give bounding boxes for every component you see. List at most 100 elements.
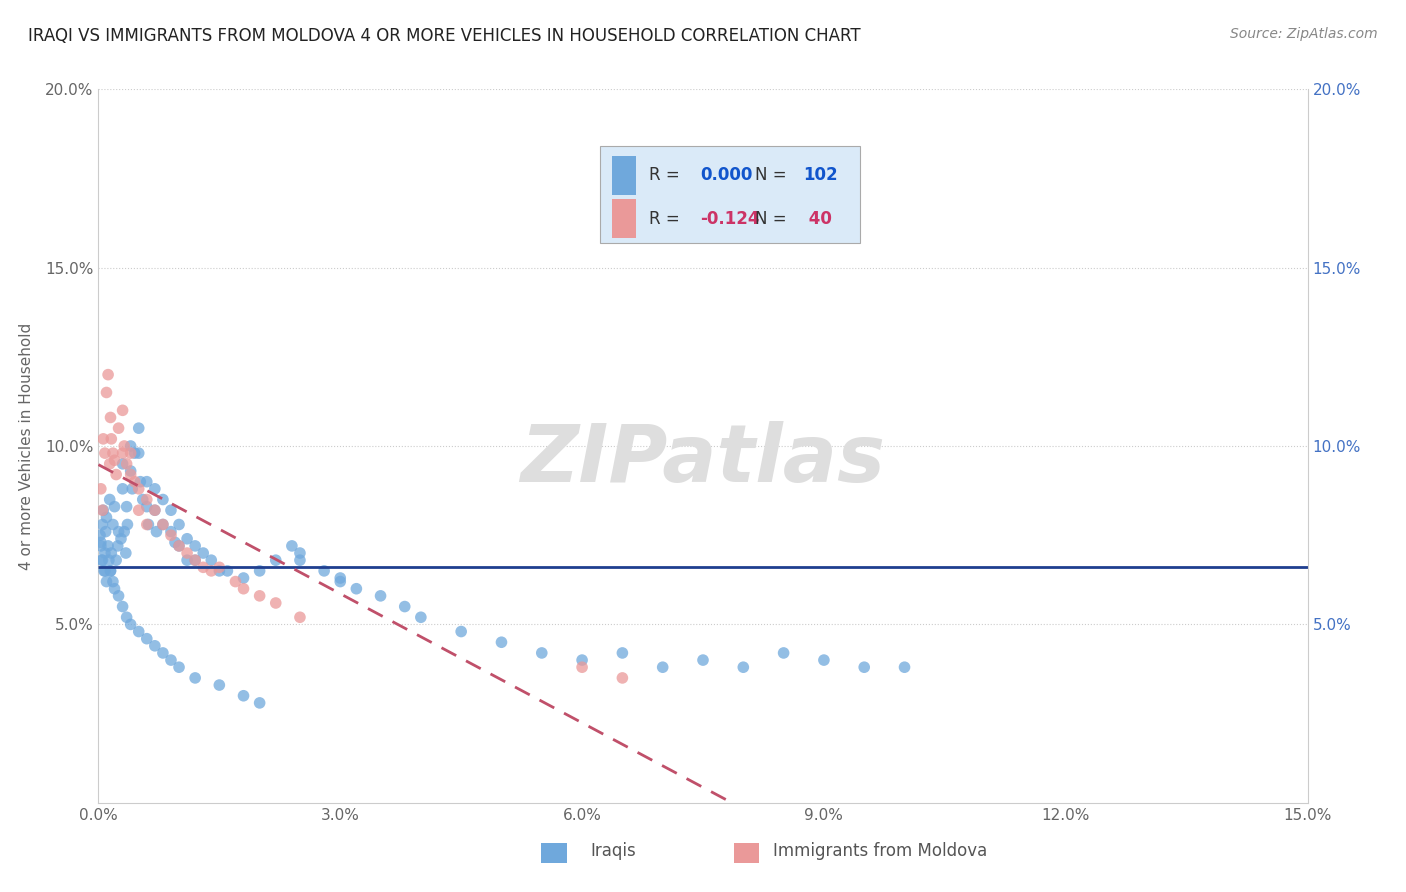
- Point: [98, 457, 121, 471]
- Point: [200, 553, 222, 567]
- Point: [288, 553, 311, 567]
- Text: Source: ZipAtlas.com: Source: ZipAtlas.com: [1230, 27, 1378, 41]
- Point: [167, 539, 190, 553]
- Text: IRAQI VS IMMIGRANTS FROM MOLDOVA 4 OR MORE VEHICLES IN HOUSEHOLD CORRELATION CHA: IRAQI VS IMMIGRANTS FROM MOLDOVA 4 OR MO…: [28, 27, 860, 45]
- Point: [264, 553, 287, 567]
- Point: [224, 574, 246, 589]
- Point: [120, 467, 142, 482]
- Point: [115, 500, 138, 514]
- Point: [249, 564, 271, 578]
- Point: [160, 653, 183, 667]
- Point: [97, 553, 120, 567]
- Point: [94, 564, 117, 578]
- Point: [329, 574, 352, 589]
- Point: [160, 528, 183, 542]
- Text: Immigrants from Moldova: Immigrants from Moldova: [773, 842, 987, 860]
- Point: [145, 524, 167, 539]
- Point: [114, 546, 136, 560]
- Point: [208, 564, 231, 578]
- Point: [208, 678, 231, 692]
- Point: [135, 632, 157, 646]
- Point: [152, 492, 174, 507]
- Point: [612, 671, 634, 685]
- Point: [100, 410, 122, 425]
- Point: [491, 635, 513, 649]
- Point: [176, 553, 198, 567]
- Text: Iraqis: Iraqis: [591, 842, 637, 860]
- Point: [111, 446, 134, 460]
- Point: [110, 532, 132, 546]
- Point: [217, 564, 239, 578]
- Point: [288, 610, 311, 624]
- Point: [288, 546, 311, 560]
- Point: [100, 564, 122, 578]
- Point: [100, 546, 122, 560]
- Point: [138, 517, 160, 532]
- Point: [91, 553, 114, 567]
- Point: [152, 646, 174, 660]
- Point: [135, 492, 157, 507]
- Point: [176, 532, 198, 546]
- Point: [232, 571, 254, 585]
- Point: [90, 535, 112, 549]
- Point: [98, 492, 121, 507]
- Point: [143, 503, 166, 517]
- Point: [96, 574, 118, 589]
- Point: [101, 517, 124, 532]
- Point: [264, 596, 287, 610]
- Point: [281, 539, 304, 553]
- Point: [651, 660, 673, 674]
- Point: [733, 660, 755, 674]
- Point: [167, 539, 190, 553]
- Point: [120, 446, 142, 460]
- Point: [184, 539, 207, 553]
- Point: [103, 453, 125, 467]
- Text: N =: N =: [755, 166, 792, 184]
- Point: [117, 517, 139, 532]
- Point: [176, 546, 198, 560]
- Point: [97, 368, 120, 382]
- Point: [329, 571, 352, 585]
- Point: [232, 582, 254, 596]
- Point: [112, 524, 135, 539]
- Point: [101, 574, 124, 589]
- Point: [120, 464, 142, 478]
- Point: [111, 403, 134, 417]
- Point: [370, 589, 392, 603]
- Point: [128, 624, 150, 639]
- Point: [93, 564, 115, 578]
- Point: [115, 610, 138, 624]
- Bar: [734, 843, 759, 863]
- Point: [105, 467, 128, 482]
- Point: [120, 617, 142, 632]
- Point: [128, 446, 150, 460]
- Point: [91, 503, 114, 517]
- Point: [96, 385, 118, 400]
- Point: [128, 482, 150, 496]
- Point: [115, 457, 138, 471]
- Point: [107, 421, 129, 435]
- Y-axis label: 4 or more Vehicles in Household: 4 or more Vehicles in Household: [20, 322, 34, 570]
- Point: [91, 517, 114, 532]
- Point: [571, 653, 593, 667]
- Point: [249, 696, 271, 710]
- Point: [97, 539, 120, 553]
- Point: [409, 610, 432, 624]
- Point: [90, 539, 112, 553]
- Point: [143, 639, 166, 653]
- Point: [100, 564, 122, 578]
- Point: [135, 500, 157, 514]
- Point: [101, 446, 124, 460]
- Point: [394, 599, 416, 614]
- Bar: [541, 843, 567, 863]
- Text: R =: R =: [648, 210, 685, 227]
- Point: [100, 432, 122, 446]
- Point: [89, 528, 111, 542]
- Text: -0.124: -0.124: [700, 210, 761, 227]
- Point: [124, 446, 146, 460]
- Point: [94, 446, 117, 460]
- Point: [167, 517, 190, 532]
- Text: 102: 102: [803, 166, 838, 184]
- Point: [152, 517, 174, 532]
- Point: [152, 517, 174, 532]
